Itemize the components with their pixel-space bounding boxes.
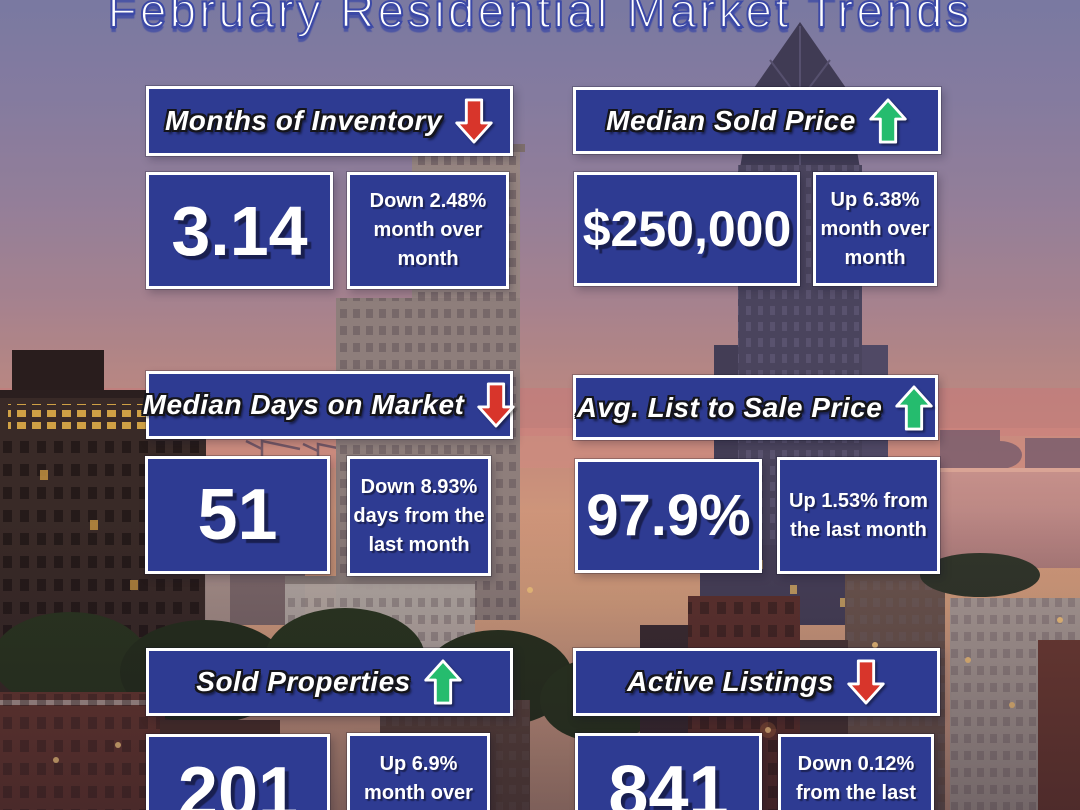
card-header-avg-list-to-sale-price: Avg. List to Sale Price [573, 375, 938, 440]
card-title: Avg. List to Sale Price [576, 391, 883, 423]
trend-down-icon [455, 98, 493, 144]
card-header-months-of-inventory: Months of Inventory [146, 86, 513, 156]
trend-up-icon [895, 384, 933, 431]
stat-description-median-days-on-market: Down 8.93% days from the last month [347, 456, 491, 576]
card-title: Sold Properties [196, 666, 411, 697]
trend-down-icon [477, 382, 516, 428]
card-header-median-sold-price: Median Sold Price [573, 87, 941, 154]
stat-value-active-listings: 841 [575, 733, 762, 810]
stat-value-median-sold-price: $250,000 [574, 172, 800, 286]
card-header-sold-properties: Sold Properties [146, 648, 513, 716]
card-title: Median Sold Price [606, 104, 856, 136]
stat-description-months-of-inventory: Down 2.48% month over month [347, 172, 509, 289]
stat-value-months-of-inventory: 3.14 [146, 172, 333, 289]
water [928, 468, 1080, 568]
distant-skyline [940, 430, 1080, 470]
stat-description-sold-properties: Up 6.9% month over month [347, 733, 490, 810]
stat-value-median-days-on-market: 51 [145, 456, 330, 574]
trend-down-icon [847, 659, 885, 705]
stat-value-sold-properties: 201 [146, 734, 330, 810]
trend-up-icon [869, 97, 907, 144]
card-header-median-days-on-market: Median Days on Market [142, 371, 516, 439]
stat-description-active-listings: Down 0.12% from the last month [778, 734, 934, 810]
card-header-active-listings: Active Listings [573, 648, 940, 716]
page-title: February Residential Market Trends [107, 0, 973, 38]
card-title: Median Days on Market [142, 389, 465, 420]
card-title: Active Listings [627, 666, 834, 697]
stat-description-median-sold-price: Up 6.38% month over month [813, 172, 937, 286]
stat-value-avg-list-to-sale-price: 97.9% [575, 459, 762, 573]
stat-description-avg-list-to-sale-price: Up 1.53% from the last month [777, 457, 940, 574]
card-title: Months of Inventory [164, 105, 443, 136]
trend-up-icon [424, 659, 462, 705]
